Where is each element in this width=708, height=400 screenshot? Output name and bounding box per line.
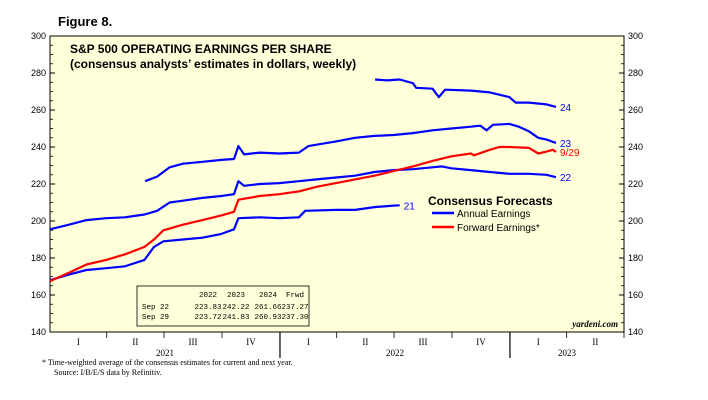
figure-label: Figure 8. [58, 14, 113, 29]
legend: Consensus Forecasts Annual Earnings Forw… [428, 194, 553, 234]
x-quarter-label: IV [476, 337, 486, 347]
y-tick-label-left: 200 [31, 216, 46, 226]
y-tick-label-right: 160 [628, 290, 643, 300]
x-year-label: 2022 [386, 348, 404, 358]
legend-title: Consensus Forecasts [428, 194, 553, 208]
table-cell: 223.83 [194, 304, 222, 312]
series-end-label: 21 [404, 201, 416, 212]
table-header: Frwd [286, 292, 304, 300]
series-line-annual [144, 122, 557, 183]
table-header: 2023 [227, 292, 246, 300]
x-year-label: 2021 [156, 348, 174, 358]
series-end-label: 24 [560, 103, 572, 114]
x-quarter-label: II [592, 337, 598, 347]
y-tick-label-left: 220 [31, 179, 46, 189]
table-cell: 242.22 [222, 304, 249, 312]
table-cell: 260.93 [254, 314, 282, 322]
series-line-annual [375, 78, 557, 108]
table-cell: Sep 22 [142, 304, 169, 312]
y-tick-label-right: 140 [628, 327, 643, 337]
footnote-1: * Time-weighted average of the consensus… [42, 358, 293, 367]
series-end-label: 23 [560, 139, 572, 150]
table-cell: 241.83 [222, 314, 250, 322]
table-cell: 261.66 [254, 304, 282, 312]
series-line-annual [49, 204, 400, 282]
series-line-forward [49, 145, 557, 283]
y-tick-label-left: 260 [31, 105, 46, 115]
y-tick-label-right: 300 [628, 31, 643, 41]
x-quarter-label: III [419, 337, 428, 347]
y-tick-label-left: 140 [31, 327, 46, 337]
brand-label: yardeni.com [571, 319, 618, 329]
y-tick-label-right: 260 [628, 105, 643, 115]
chart-title: S&P 500 OPERATING EARNINGS PER SHARE [70, 42, 332, 56]
y-tick-label-right: 180 [628, 253, 643, 263]
y-tick-label-left: 180 [31, 253, 46, 263]
x-quarter-label: II [132, 337, 138, 347]
series-end-label: 22 [560, 173, 572, 184]
chart-subtitle: (consensus analysts’ estimates in dollar… [70, 57, 356, 71]
y-tick-label-left: 280 [31, 68, 46, 78]
x-quarter-label: IV [246, 337, 256, 347]
y-tick-label-left: 240 [31, 142, 46, 152]
y-tick-label-right: 240 [628, 142, 643, 152]
x-year-label: 2023 [558, 348, 577, 358]
x-quarter-label: III [189, 337, 198, 347]
y-tick-label-left: 160 [31, 290, 46, 300]
table-header: 2024 [259, 292, 278, 300]
y-tick-label-right: 220 [628, 179, 643, 189]
y-tick-label-right: 200 [628, 216, 643, 226]
table-cell: 223.72 [194, 314, 221, 322]
table-cell: 237.27 [281, 304, 308, 312]
y-tick-label-left: 300 [31, 31, 46, 41]
series-layer: 21 22 23 24 9/29 [49, 78, 580, 283]
x-quarter-label: II [362, 337, 368, 347]
legend-item-annual: Annual Earnings [457, 209, 530, 220]
x-quarter-label: I [537, 337, 540, 347]
y-tick-label-right: 280 [628, 68, 643, 78]
table-header: 2022 [199, 292, 217, 300]
y-axis-right: 140 160 180 200 220 240 260 280 300 [619, 31, 643, 337]
series-line-annual [49, 165, 557, 231]
value-table: 2022 2023 2024 Frwd Sep 22 223.83 242.22 261.66… [136, 285, 310, 327]
legend-item-forward: Forward Earnings* [457, 223, 540, 234]
footnote-2: Source: I/B/E/S data by Refinitiv. [54, 368, 162, 377]
value-table-box [136, 285, 310, 327]
y-axis-left: 140 160 180 200 220 240 260 280 300 [31, 31, 55, 337]
x-quarter-label: I [307, 337, 310, 347]
table-cell: 237.30 [281, 314, 309, 322]
series-end-label: 9/29 [560, 148, 580, 159]
x-quarter-label: I [77, 337, 80, 347]
table-cell: Sep 29 [142, 314, 169, 322]
